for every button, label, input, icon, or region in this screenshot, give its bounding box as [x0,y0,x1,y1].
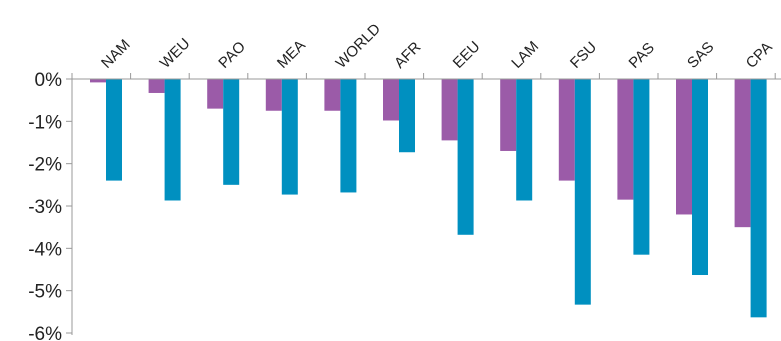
bar-sas-series-2 [692,79,708,276]
bar-sas-series-1 [676,79,692,215]
bar-nam-series-2 [106,79,122,181]
x-category-label: LAM [508,38,542,72]
bar-lam-series-2 [516,79,533,201]
x-category-label: WEU [157,35,194,72]
bar-fsu-series-2 [574,79,591,305]
bar-weu-series-2 [164,79,181,201]
bar-pao-series-1 [207,79,224,109]
y-tick-label: -5% [28,282,62,303]
x-category-label: CPA [743,39,776,72]
bar-mea-series-2 [281,79,298,195]
bar-world-series-2 [340,79,357,193]
bar-lam-series-1 [500,79,517,151]
y-tick-label: -3% [28,197,62,218]
bar-pas-series-1 [617,79,634,200]
bar-cpa-series-1 [734,79,751,228]
bar-nam-series-1 [90,79,106,83]
x-category-label: WORLD [333,20,385,72]
y-tick-label: -4% [28,239,62,260]
bar-mea-series-1 [265,79,282,111]
bar-world-series-1 [324,79,341,111]
x-category-label: MEA [274,37,309,72]
bar-weu-series-1 [148,79,165,93]
x-category-label: PAS [626,39,658,71]
y-tick-label: -2% [28,155,62,176]
bar-pao-series-2 [223,79,240,185]
bar-cpa-series-2 [750,79,767,318]
y-tick-label: -6% [28,324,62,341]
x-category-label: NAM [98,36,134,72]
bar-fsu-series-1 [558,79,575,181]
x-category-label: PAO [215,38,249,72]
x-category-label: SAS [684,39,717,72]
x-category-label: FSU [567,39,600,72]
y-tick-label: 0% [35,70,63,91]
bar-eeu-series-2 [457,79,474,235]
bar-pas-series-2 [633,79,650,255]
y-tick-label: -1% [28,112,62,133]
x-category-label: AFR [391,38,424,71]
x-category-label: EEU [450,38,484,72]
bar-afr-series-2 [399,79,415,153]
bar-afr-series-1 [383,79,399,121]
bar-eeu-series-1 [441,79,458,141]
